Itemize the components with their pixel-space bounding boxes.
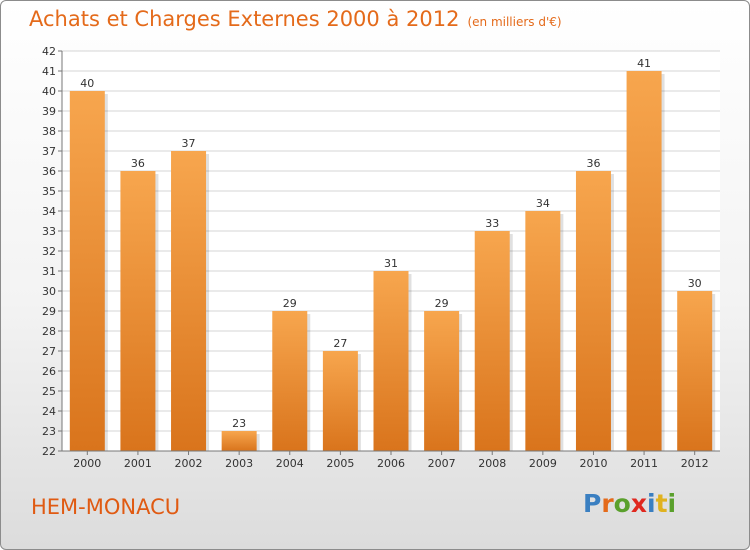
y-tick-label: 29: [42, 305, 56, 318]
x-tick-label: 2004: [276, 457, 304, 470]
y-tick-label: 40: [42, 85, 56, 98]
bar-2008: [474, 231, 510, 451]
logo-letter: r: [601, 489, 614, 518]
bar-value-label: 31: [384, 257, 398, 270]
bar-value-label: 40: [80, 77, 94, 90]
bar-2011: [626, 71, 662, 451]
bar-2010: [575, 171, 611, 451]
x-tick-label: 2000: [73, 457, 101, 470]
x-tick-label: 2009: [529, 457, 557, 470]
x-tick-label: 2001: [124, 457, 152, 470]
x-tick-label: 2012: [681, 457, 709, 470]
x-tick-label: 2007: [428, 457, 456, 470]
bar-value-label: 23: [232, 417, 246, 430]
bar-value-label: 41: [637, 57, 651, 70]
bar-2005: [322, 351, 358, 451]
logo-letter: t: [655, 489, 668, 518]
x-tick-label: 2011: [630, 457, 658, 470]
bar-value-label: 37: [182, 137, 196, 150]
logo-letter: x: [630, 489, 647, 518]
bar-value-label: 36: [586, 157, 600, 170]
y-tick-label: 22: [42, 445, 56, 458]
logo-letter: i: [667, 489, 677, 518]
y-tick-label: 42: [42, 45, 56, 58]
y-tick-label: 24: [42, 405, 56, 418]
bar-value-label: 36: [131, 157, 145, 170]
y-tick-label: 23: [42, 425, 56, 438]
bar-value-label: 27: [333, 337, 347, 350]
y-tick-label: 33: [42, 225, 56, 238]
logo-letter: i: [647, 489, 656, 518]
bar-2012: [677, 291, 713, 451]
y-tick-label: 36: [42, 165, 56, 178]
proxiti-logo[interactable]: Proxiti: [583, 489, 676, 518]
x-tick-label: 2005: [326, 457, 354, 470]
y-tick-label: 34: [42, 205, 56, 218]
bar-value-label: 29: [435, 297, 449, 310]
x-tick-label: 2008: [478, 457, 506, 470]
logo-letter: o: [613, 489, 631, 518]
bar-2000: [69, 91, 105, 451]
place-name: HEM-MONACU: [31, 495, 181, 519]
logo-letter: P: [583, 489, 602, 518]
y-tick-label: 31: [42, 265, 56, 278]
bar-value-label: 30: [688, 277, 702, 290]
y-tick-label: 38: [42, 125, 56, 138]
x-tick-label: 2002: [175, 457, 203, 470]
y-tick-label: 28: [42, 325, 56, 338]
y-tick-label: 41: [42, 65, 56, 78]
bar-value-label: 33: [485, 217, 499, 230]
y-tick-label: 37: [42, 145, 56, 158]
bar-2007: [424, 311, 460, 451]
bar-2004: [272, 311, 308, 451]
y-tick-label: 39: [42, 105, 56, 118]
y-tick-label: 35: [42, 185, 56, 198]
chart-title-text: Achats et Charges Externes 2000 à 2012: [29, 7, 460, 31]
bar-2001: [120, 171, 156, 451]
y-tick-label: 25: [42, 385, 56, 398]
y-tick-label: 27: [42, 345, 56, 358]
bar-2009: [525, 211, 561, 451]
bar-2003: [221, 431, 257, 451]
bar-value-label: 34: [536, 197, 550, 210]
x-tick-label: 2010: [579, 457, 607, 470]
bar-2002: [171, 151, 207, 451]
y-tick-label: 26: [42, 365, 56, 378]
bar-value-label: 29: [283, 297, 297, 310]
y-tick-label: 30: [42, 285, 56, 298]
bar-2006: [373, 271, 409, 451]
x-tick-label: 2006: [377, 457, 405, 470]
chart-unit: (en milliers d'€): [467, 15, 562, 29]
x-tick-label: 2003: [225, 457, 253, 470]
y-tick-label: 32: [42, 245, 56, 258]
chart-title: Achats et Charges Externes 2000 à 2012 (e…: [29, 7, 562, 31]
